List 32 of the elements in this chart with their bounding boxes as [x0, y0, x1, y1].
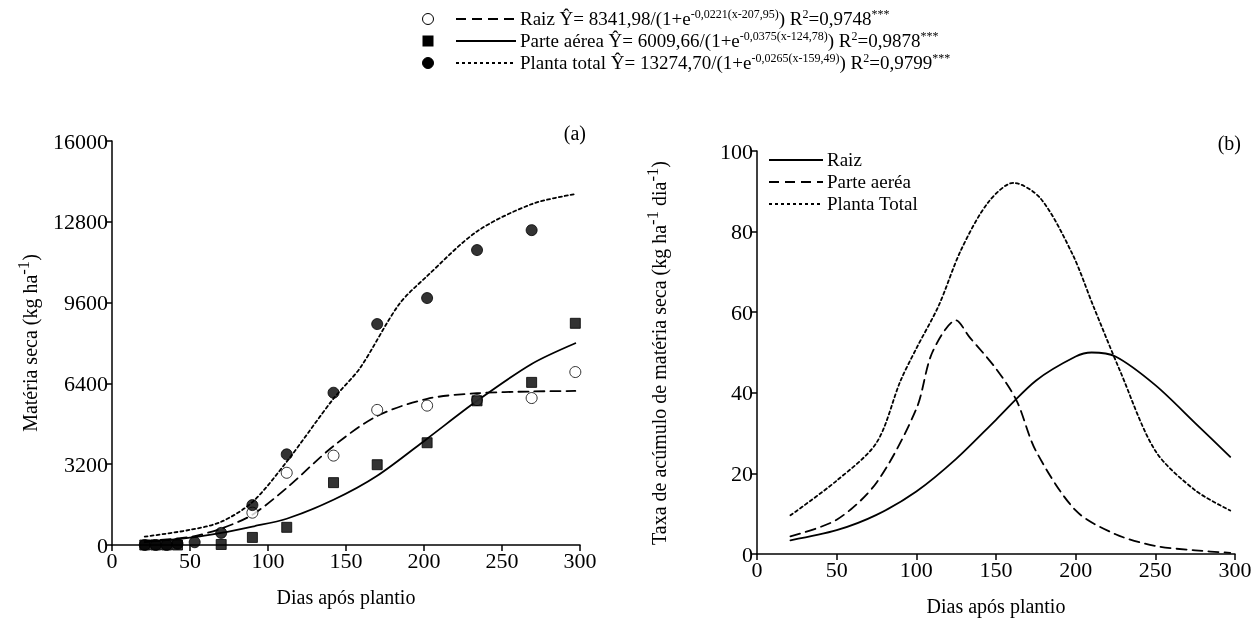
x-tick-label: 200 — [1059, 556, 1093, 582]
y-tick-label: 3200 — [64, 451, 108, 477]
y-tick-label: 20 — [731, 460, 753, 486]
y-tick-label: 40 — [731, 380, 753, 406]
legend-label: Raiz — [827, 149, 862, 171]
x-tick-label: 150 — [979, 556, 1013, 582]
x-tick-label: 100 — [251, 547, 285, 573]
y-tick-label: 6400 — [64, 370, 108, 396]
legend-label: Parte aeréa — [827, 171, 911, 193]
legend-label: Parte aérea Ŷ= 6009,66/(1+e$^{-0,0375(x-124,78)}$) R$^{2}$=0,9878$^{***}$ — [520, 29, 939, 52]
legend-label: Planta Total — [827, 193, 918, 215]
annotation: (b) — [1217, 132, 1242, 155]
x-tick-label: 50 — [825, 556, 848, 582]
legend-label: Planta total Ŷ= 13274,70/(1+e$^{-0,0265(x-159,49)}$) R$^{2}$=0,9799$^{***}$ — [520, 51, 951, 75]
annotation: (a) — [563, 122, 587, 145]
x-tick-label: 250 — [485, 547, 519, 573]
x-tick-label: 300 — [563, 547, 597, 573]
y-tick-label: 12800 — [53, 209, 108, 235]
x-tick-label: 50 — [179, 547, 201, 573]
y-tick-label: 9600 — [64, 290, 108, 316]
y-tick-label: 100 — [720, 138, 753, 164]
y-tick-label: 60 — [731, 299, 753, 325]
x-tick-label: 150 — [329, 547, 363, 573]
y-tick-label: 16000 — [53, 128, 108, 154]
x-axis-title: Dias após plantio — [276, 586, 416, 609]
y-tick-label: 80 — [731, 219, 753, 245]
legend-label: Raiz Ŷ= 8341,98/(1+e$^{-0,0221(x-207,95)}$) R$^{2}$=0,9748$^{***}$ — [520, 7, 890, 31]
x-tick-label: 100 — [899, 556, 933, 582]
x-tick-label: 300 — [1218, 556, 1252, 582]
x-tick-label: 250 — [1138, 556, 1172, 582]
x-tick-label: 200 — [407, 547, 441, 573]
x-axis-title: Dias após plantio — [926, 595, 1066, 618]
